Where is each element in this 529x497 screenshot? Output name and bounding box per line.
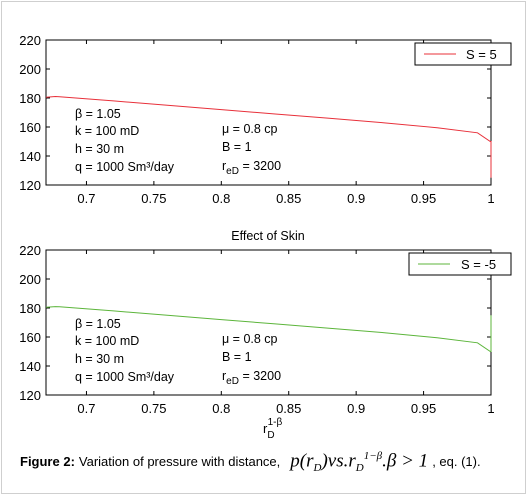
top-y-tick-label-2: 160 xyxy=(19,120,41,135)
bottom-x-tick-label-6: 1 xyxy=(487,401,494,416)
figure-caption: Figure 2: Variation of pressure with dis… xyxy=(20,450,520,480)
top-ann-red: reD = 3200 xyxy=(222,159,281,177)
bottom-x-tick-label-2: 0.8 xyxy=(212,401,230,416)
bottom-y-tick-label-2: 160 xyxy=(19,330,41,345)
top-y-tick-label-3: 180 xyxy=(19,91,41,106)
top-ann-q: q = 1000 Sm³/day xyxy=(75,160,175,174)
bottom-ann-red: reD = 3200 xyxy=(222,369,281,387)
top-x-tick-label-1: 0.75 xyxy=(141,191,166,206)
bottom-ann-h: h = 30 m xyxy=(75,352,124,366)
bottom-axis-ticks: 0.7 0.75 0.8 0.85 0.9 0.95 1 120 140 160 180 200 220 xyxy=(19,243,494,416)
bottom-ann-mu: μ = 0.8 cp xyxy=(222,332,278,346)
bottom-x-axis-label: rD1-β xyxy=(263,417,282,441)
top-ann-beta: β = 1.05 xyxy=(75,107,121,121)
bottom-ann-b: B = 1 xyxy=(222,350,252,364)
bottom-x-tick-label-5: 0.95 xyxy=(411,401,436,416)
top-series-line-0 xyxy=(45,95,492,178)
bottom-y-tick-label-5: 220 xyxy=(19,243,41,258)
top-series-group xyxy=(45,95,492,178)
top-ann-h: h = 30 m xyxy=(75,142,124,156)
bottom-chart: Effect of Skin 0.7 0.75 0.8 0.85 0.9 0.95 1 120… xyxy=(19,229,512,441)
bottom-legend-box xyxy=(408,252,512,276)
top-ann-b: B = 1 xyxy=(222,140,252,154)
top-legend-label: S = 5 xyxy=(466,47,497,62)
bottom-legend-label: S = -5 xyxy=(461,257,496,272)
top-legend-box xyxy=(414,42,512,66)
bottom-x-tick-label-4: 0.9 xyxy=(347,401,365,416)
top-x-tick-label-0: 0.7 xyxy=(77,191,95,206)
top-ann-mu: μ = 0.8 cp xyxy=(222,122,278,136)
top-x-tick-label-2: 0.8 xyxy=(212,191,230,206)
caption-suffix: , eq. (1). xyxy=(432,454,481,470)
top-y-tick-label-1: 140 xyxy=(19,149,41,164)
top-y-tick-label-4: 200 xyxy=(19,62,41,77)
top-y-tick-label-5: 220 xyxy=(19,33,41,48)
bottom-chart-title: Effect of Skin xyxy=(231,229,304,243)
bottom-ann-k: k = 100 mD xyxy=(75,334,139,348)
bottom-ann-beta: β = 1.05 xyxy=(75,317,121,331)
bottom-series-line-0 xyxy=(45,306,492,352)
top-x-tick-label-4: 0.9 xyxy=(347,191,365,206)
top-x-tick-label-3: 0.85 xyxy=(276,191,301,206)
bottom-y-tick-label-0: 120 xyxy=(19,388,41,403)
top-chart: 0.7 0.75 0.8 0.85 0.9 0.95 1 120 140 160 180 200 220… xyxy=(19,33,512,206)
caption-formula: p(rD)vs.rD1−β.β > 1 xyxy=(290,450,429,475)
bottom-series-group xyxy=(45,306,492,352)
bottom-legend: S = -5 xyxy=(408,252,512,276)
caption-text: Variation of pressure with distance, xyxy=(78,454,281,470)
top-x-tick-label-6: 1 xyxy=(487,191,494,206)
top-x-tick-label-5: 0.95 xyxy=(411,191,436,206)
top-ann-k: k = 100 mD xyxy=(75,124,139,138)
bottom-annotations: β = 1.05 k = 100 mD h = 30 m q = 1000 Sm… xyxy=(75,317,281,387)
bottom-x-tick-label-1: 0.75 xyxy=(141,401,166,416)
top-axis-ticks: 0.7 0.75 0.8 0.85 0.9 0.95 1 120 140 160 180 200 220 xyxy=(19,33,494,206)
bottom-y-tick-label-1: 140 xyxy=(19,359,41,374)
top-legend: S = 5 xyxy=(414,42,512,66)
bottom-y-tick-label-4: 200 xyxy=(19,272,41,287)
bottom-y-tick-label-3: 180 xyxy=(19,301,41,316)
caption-label: Figure 2: xyxy=(20,454,75,470)
bottom-x-tick-label-3: 0.85 xyxy=(276,401,301,416)
top-annotations: β = 1.05 k = 100 mD h = 30 m q = 1000 Sm… xyxy=(75,107,281,177)
bottom-ann-q: q = 1000 Sm³/day xyxy=(75,370,175,384)
bottom-x-tick-label-0: 0.7 xyxy=(77,401,95,416)
top-y-tick-label-0: 120 xyxy=(19,178,41,193)
